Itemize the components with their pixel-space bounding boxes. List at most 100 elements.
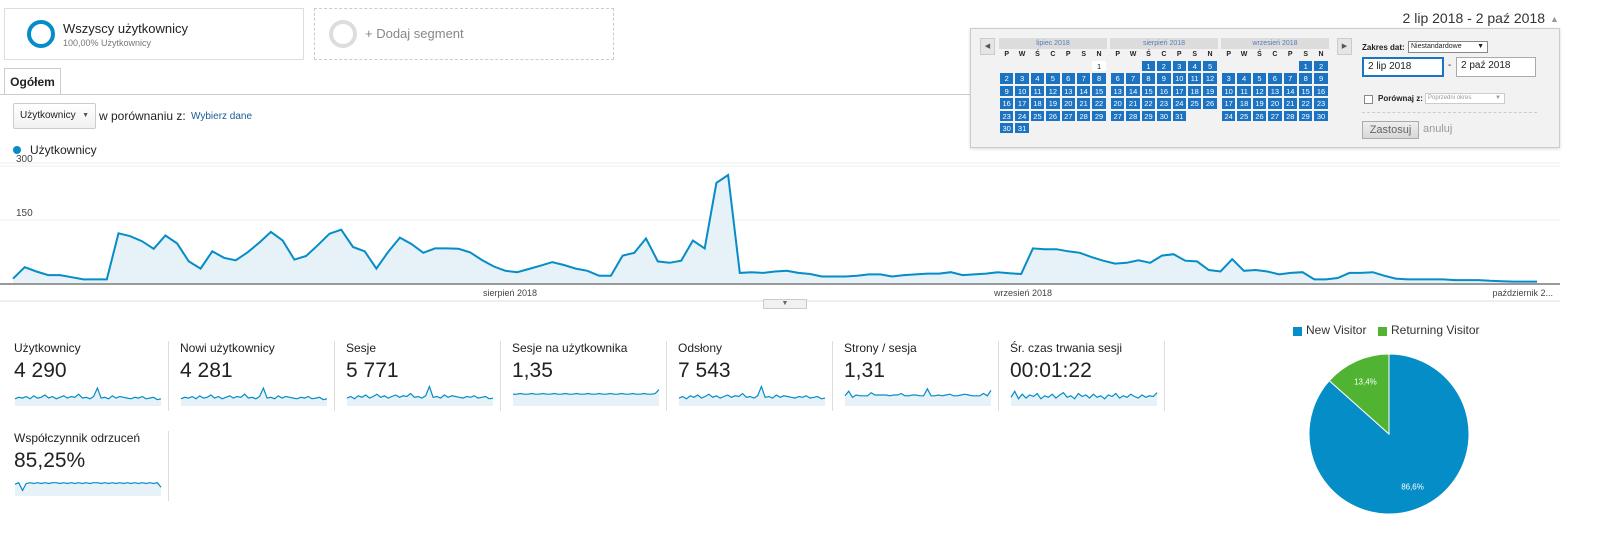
end-date-input[interactable]: 2 paź 2018: [1456, 57, 1536, 77]
day-cell[interactable]: 29: [1091, 109, 1107, 122]
day-cell[interactable]: 3: [1171, 60, 1187, 73]
day-cell[interactable]: 23: [1313, 97, 1329, 110]
day-cell[interactable]: 1: [1297, 60, 1314, 73]
pie-legend-returning[interactable]: Returning Visitor: [1391, 323, 1480, 337]
day-cell[interactable]: 25: [1029, 109, 1046, 122]
day-cell[interactable]: 18: [1236, 97, 1252, 110]
cancel-link[interactable]: anuluj: [1423, 123, 1453, 135]
day-cell[interactable]: 6: [1110, 72, 1126, 85]
day-cell[interactable]: 7: [1075, 72, 1092, 85]
day-cell[interactable]: 20: [1060, 97, 1076, 110]
day-cell[interactable]: 8: [1297, 72, 1314, 85]
day-cell[interactable]: 22: [1297, 97, 1314, 110]
day-cell[interactable]: 16: [999, 97, 1015, 110]
day-cell[interactable]: 15: [1140, 84, 1157, 98]
day-cell[interactable]: 7: [1282, 72, 1298, 85]
day-cell[interactable]: 19: [1202, 84, 1218, 98]
day-cell[interactable]: 8: [1091, 72, 1107, 85]
day-cell[interactable]: 22: [1140, 97, 1157, 110]
apply-button[interactable]: Zastosuj: [1362, 121, 1419, 139]
scorecard[interactable]: Strony / sesja 1,31: [844, 341, 999, 411]
day-cell[interactable]: 15: [1091, 84, 1107, 98]
day-cell[interactable]: 3: [1014, 72, 1030, 85]
metric-dropdown[interactable]: Użytkownicy ▼: [13, 103, 96, 129]
start-date-input[interactable]: 2 lip 2018: [1362, 57, 1444, 77]
day-cell[interactable]: 31: [1014, 121, 1030, 135]
day-cell[interactable]: 28: [1125, 109, 1141, 122]
day-cell[interactable]: 13: [1110, 84, 1126, 98]
day-cell[interactable]: 30: [999, 121, 1015, 135]
day-cell[interactable]: 11: [1236, 84, 1252, 98]
day-cell[interactable]: 20: [1110, 97, 1126, 110]
day-cell[interactable]: 20: [1267, 97, 1283, 110]
day-cell[interactable]: 19: [1251, 97, 1268, 110]
scorecard[interactable]: Nowi użytkownicy 4 281: [180, 341, 335, 411]
day-cell[interactable]: 17: [1014, 97, 1030, 110]
day-cell[interactable]: 5: [1045, 72, 1061, 85]
day-cell[interactable]: 10: [1171, 72, 1187, 85]
day-cell[interactable]: 2: [999, 72, 1015, 85]
day-cell[interactable]: 9: [1156, 72, 1172, 85]
day-cell[interactable]: 25: [1236, 109, 1252, 122]
day-cell[interactable]: 24: [1221, 109, 1237, 122]
range-type-select[interactable]: Niestandardowe ▼: [1408, 41, 1488, 53]
day-cell[interactable]: 16: [1156, 84, 1172, 98]
day-cell[interactable]: 29: [1297, 109, 1314, 122]
select-metric-link[interactable]: Wybierz dane: [191, 111, 253, 122]
day-cell[interactable]: 23: [1156, 97, 1172, 110]
compare-period-select[interactable]: Poprzedni okres ▼: [1425, 93, 1505, 104]
day-cell[interactable]: 21: [1282, 97, 1298, 110]
day-cell[interactable]: 30: [1156, 109, 1172, 122]
day-cell[interactable]: 3: [1221, 72, 1237, 85]
day-cell[interactable]: 7: [1125, 72, 1141, 85]
day-cell[interactable]: 27: [1110, 109, 1126, 122]
day-cell[interactable]: 1: [1091, 60, 1107, 73]
scorecard[interactable]: Użytkownicy 4 290: [14, 341, 169, 411]
day-cell[interactable]: 4: [1236, 72, 1252, 85]
day-cell[interactable]: 31: [1171, 109, 1187, 122]
day-cell[interactable]: 29: [1140, 109, 1157, 122]
day-cell[interactable]: 26: [1202, 97, 1218, 110]
day-cell[interactable]: 11: [1029, 84, 1046, 98]
prev-month-button[interactable]: ◀: [980, 38, 995, 55]
day-cell[interactable]: 13: [1060, 84, 1076, 98]
scorecard[interactable]: Odsłony 7 543: [678, 341, 833, 411]
day-cell[interactable]: 13: [1267, 84, 1283, 98]
day-cell[interactable]: 10: [1014, 84, 1030, 98]
day-cell[interactable]: 21: [1125, 97, 1141, 110]
day-cell[interactable]: 9: [999, 84, 1015, 98]
day-cell[interactable]: 11: [1186, 72, 1203, 85]
day-cell[interactable]: 6: [1267, 72, 1283, 85]
day-cell[interactable]: 12: [1202, 72, 1218, 85]
day-cell[interactable]: 28: [1075, 109, 1092, 122]
day-cell[interactable]: 27: [1060, 109, 1076, 122]
day-cell[interactable]: 8: [1140, 72, 1157, 85]
scorecard[interactable]: Współczynnik odrzuceń 85,25%: [14, 431, 169, 501]
day-cell[interactable]: 30: [1313, 109, 1329, 122]
day-cell[interactable]: 12: [1251, 84, 1268, 98]
day-cell[interactable]: 23: [999, 109, 1015, 122]
day-cell[interactable]: 1: [1140, 60, 1157, 73]
users-line-chart[interactable]: 300 150 sierpień 2018 wrzesień 2018 paździer…: [0, 155, 1623, 305]
day-cell[interactable]: 18: [1029, 97, 1046, 110]
day-cell[interactable]: 12: [1045, 84, 1061, 98]
segment-all-users[interactable]: Wszyscy użytkownicy 100,00% Użytkownicy: [4, 8, 304, 60]
day-cell[interactable]: 26: [1251, 109, 1268, 122]
day-cell[interactable]: 18: [1186, 84, 1203, 98]
day-cell[interactable]: 25: [1186, 97, 1203, 110]
day-cell[interactable]: 4: [1186, 60, 1203, 73]
pie-legend-new[interactable]: New Visitor: [1306, 323, 1367, 337]
scorecard[interactable]: Sesje 5 771: [346, 341, 501, 411]
day-cell[interactable]: 22: [1091, 97, 1107, 110]
day-cell[interactable]: 5: [1251, 72, 1268, 85]
day-cell[interactable]: 9: [1313, 72, 1329, 85]
compare-checkbox[interactable]: [1364, 95, 1373, 104]
chart-expand-handle[interactable]: ▼: [763, 299, 807, 309]
day-cell[interactable]: 15: [1297, 84, 1314, 98]
day-cell[interactable]: 4: [1029, 72, 1046, 85]
date-range-label[interactable]: 2 lip 2018 - 2 paź 2018: [1402, 10, 1545, 26]
caret-up-icon[interactable]: ▲: [1550, 14, 1559, 24]
tab-overview[interactable]: Ogółem: [4, 68, 61, 95]
day-cell[interactable]: 26: [1045, 109, 1061, 122]
day-cell[interactable]: 2: [1313, 60, 1329, 73]
